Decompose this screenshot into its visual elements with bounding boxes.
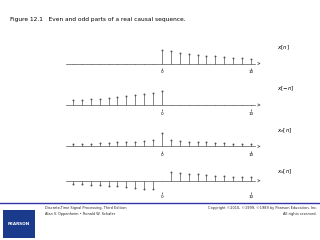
Text: Discrete-Time Signal Processing, Third Edition
Alan V. Oppenheim • Ronald W. Sch: Discrete-Time Signal Processing, Third E… <box>45 206 126 216</box>
Text: $x[n]$: $x[n]$ <box>277 43 290 52</box>
Text: $x_o[n]$: $x_o[n]$ <box>277 168 292 176</box>
Text: Copyright ©2010, ©1999, ©1989 by Pearson Education, Inc.
All rights reserved.: Copyright ©2010, ©1999, ©1989 by Pearson… <box>208 206 317 216</box>
Text: PEARSON: PEARSON <box>8 222 30 226</box>
Text: Figure 12.1   Even and odd parts of a real causal sequence.: Figure 12.1 Even and odd parts of a real… <box>10 17 185 22</box>
Text: $x[-n]$: $x[-n]$ <box>277 85 294 93</box>
Text: $x_e[n]$: $x_e[n]$ <box>277 126 292 135</box>
